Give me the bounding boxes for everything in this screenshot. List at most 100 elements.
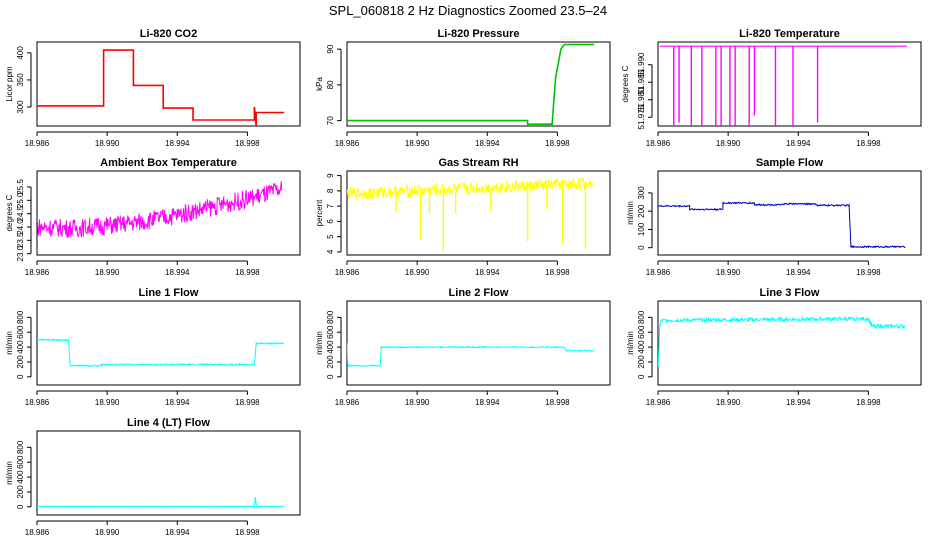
x-tick-label: 18.998 <box>235 528 260 537</box>
y-tick-label: 80 <box>326 80 335 89</box>
y-tick-label: 400 <box>326 340 335 354</box>
y-tick-label: 200 <box>16 485 25 499</box>
figure-title: SPL_060818 2 Hz Diagnostics Zoomed 23.5–… <box>328 3 608 18</box>
x-tick-label: 18.990 <box>716 398 741 407</box>
plot-frame <box>657 300 922 386</box>
series-line <box>658 201 906 249</box>
y-tick-label: 200 <box>637 355 646 369</box>
y-tick-label: 350 <box>16 73 25 87</box>
y-tick-label: 51.980 <box>637 87 646 112</box>
plot-frame <box>36 300 301 386</box>
x-tick-label: 18.998 <box>856 268 881 277</box>
y-axis-label: degrees C <box>621 65 630 102</box>
x-tick-label: 18.986 <box>25 398 50 407</box>
y-tick-label: 0 <box>326 374 335 379</box>
y-tick-label: 400 <box>16 46 25 60</box>
panel-title: Line 1 Flow <box>139 287 199 299</box>
x-tick-label: 18.990 <box>716 268 741 277</box>
y-tick-label: 600 <box>16 455 25 469</box>
x-tick-label: 18.994 <box>786 398 811 407</box>
x-tick-label: 18.990 <box>405 268 430 277</box>
x-tick-label: 18.990 <box>95 398 120 407</box>
y-tick-label: 800 <box>637 310 646 324</box>
x-tick-label: 18.990 <box>95 139 120 148</box>
y-tick-label: 51.975 <box>637 104 646 129</box>
panel-title: Line 2 Flow <box>449 287 509 299</box>
y-tick-label: 200 <box>16 355 25 369</box>
series-line <box>658 315 906 367</box>
x-tick-label: 18.998 <box>545 268 570 277</box>
panel-title: Sample Flow <box>756 157 824 169</box>
panel-5: Gas Stream RH 18.986 18.990 18.994 18.998 4 5 6… <box>315 157 611 277</box>
plot-frame <box>346 41 611 127</box>
panel-title: Li-820 Pressure <box>438 28 520 40</box>
x-tick-label: 18.986 <box>646 268 671 277</box>
y-tick-label: 25.5 <box>16 179 25 195</box>
panel-2: Li-820 Pressure 18.986 18.990 18.994 18.998 7… <box>315 28 611 148</box>
x-tick-label: 18.998 <box>856 398 881 407</box>
series-group <box>347 343 595 367</box>
x-tick-label: 18.986 <box>646 139 671 148</box>
panel-6: Sample Flow 18.986 18.990 18.994 18.998 0 100 2… <box>626 157 922 277</box>
x-tick-label: 18.986 <box>25 139 50 148</box>
plot-frame <box>657 41 922 127</box>
y-tick-label: 90 <box>326 44 335 53</box>
x-tick-label: 18.994 <box>786 268 811 277</box>
y-axis-label: degrees C <box>5 194 14 231</box>
x-tick-label: 18.986 <box>335 139 360 148</box>
y-tick-label: 0 <box>16 374 25 379</box>
x-tick-label: 18.998 <box>545 398 570 407</box>
y-tick-label: 400 <box>637 340 646 354</box>
x-tick-label: 18.990 <box>405 398 430 407</box>
y-tick-label: 800 <box>16 440 25 454</box>
x-tick-label: 18.990 <box>716 139 741 148</box>
panel-9: Line 3 Flow 18.986 18.990 18.994 18.998 0 2004… <box>626 287 922 407</box>
x-tick-label: 18.986 <box>25 528 50 537</box>
series-line <box>37 181 283 239</box>
panel-8: Line 2 Flow 18.986 18.990 18.994 18.998 0 2004… <box>315 287 611 407</box>
y-axis-label: ml/min <box>626 331 635 355</box>
plot-frame <box>36 170 301 256</box>
y-tick-label: 100 <box>637 222 646 236</box>
y-tick-label: 51.990 <box>637 52 646 77</box>
x-tick-label: 18.990 <box>95 528 120 537</box>
y-tick-label: 51.985 <box>637 69 646 94</box>
y-tick-label: 8 <box>326 188 335 193</box>
x-tick-label: 18.998 <box>856 139 881 148</box>
plot-frame <box>346 300 611 386</box>
y-tick-label: 5 <box>326 234 335 239</box>
series-group <box>347 43 595 125</box>
y-tick-label: 400 <box>16 340 25 354</box>
series-line <box>37 338 285 368</box>
series-line <box>347 343 595 367</box>
y-tick-label: 23.5 <box>16 232 25 248</box>
panel-3: Li-820 Temperature 18.986 18.990 18.994 18.9… <box>621 28 922 148</box>
x-tick-label: 18.998 <box>545 139 570 148</box>
panel-title: Ambient Box Temperature <box>100 157 237 169</box>
y-tick-label: 6 <box>326 219 335 224</box>
y-tick-label: 0 <box>637 245 646 250</box>
x-tick-label: 18.994 <box>475 398 500 407</box>
panel-title: Line 4 (LT) Flow <box>127 417 210 429</box>
x-tick-label: 18.998 <box>235 139 260 148</box>
plot-frame <box>36 430 301 516</box>
series-line <box>347 43 595 125</box>
series-group <box>37 181 283 239</box>
plot-frame <box>346 170 611 256</box>
panel-10: Line 4 (LT) Flow 18.986 18.990 18.994 18.998… <box>5 417 301 537</box>
x-tick-label: 18.998 <box>235 398 260 407</box>
x-tick-label: 18.994 <box>165 139 190 148</box>
series-group <box>37 496 285 508</box>
y-tick-label: 7 <box>326 203 335 208</box>
y-tick-label: 400 <box>16 470 25 484</box>
y-axis-label: ml/min <box>315 331 324 355</box>
x-tick-label: 18.994 <box>475 268 500 277</box>
y-axis-label: ml/min <box>5 331 14 355</box>
x-tick-label: 18.986 <box>646 398 671 407</box>
panel-7: Line 1 Flow 18.986 18.990 18.994 18.998 0 2004… <box>5 287 301 407</box>
x-tick-label: 18.994 <box>475 139 500 148</box>
panel-1: Li-820 CO2 18.986 18.990 18.994 18.998 300 350… <box>5 28 301 148</box>
y-tick-label: 25.0 <box>16 192 25 208</box>
